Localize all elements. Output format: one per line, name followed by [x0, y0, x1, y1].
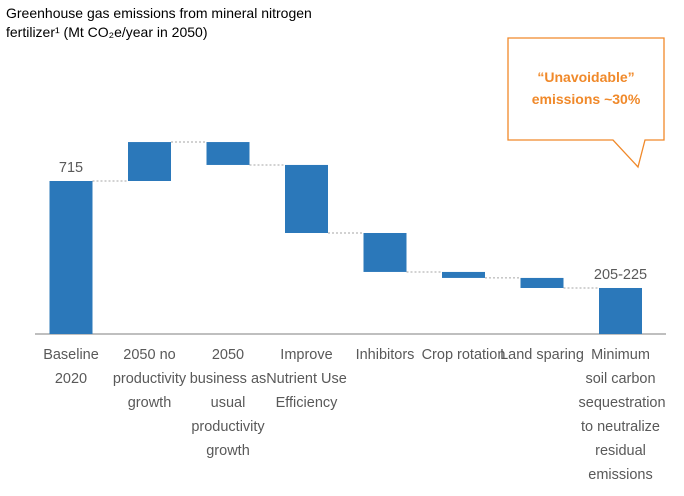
x-tick-label: Land sparing [500, 347, 584, 363]
bar [599, 287, 642, 334]
bar [206, 142, 250, 165]
x-tick-label: Crop rotation [421, 347, 506, 363]
bar [520, 277, 564, 288]
x-tick-label: 2050 business as usual productivity grow… [189, 347, 267, 459]
x-tick-label: Minimum soil carbon sequestration to neu… [578, 347, 666, 483]
bar [363, 232, 407, 272]
x-tick-label: Inhibitors [355, 347, 415, 363]
callout-box [507, 37, 665, 169]
x-tick-label: Baseline 2020 [43, 347, 99, 387]
bar [49, 181, 93, 334]
x-tick-label: Improve Nutrient Use Efficiency [266, 347, 347, 411]
chart-title: Greenhouse gas emissions from mineral ni… [6, 5, 312, 40]
data-label: 205-225 [594, 267, 647, 283]
x-tick-label: 2050 no productivity growth [112, 347, 187, 411]
bar [442, 271, 485, 278]
bar [285, 164, 328, 233]
annotation: “Unavoidable” emissions ~30% [531, 69, 641, 107]
bar [128, 142, 171, 181]
data-label: 715 [59, 160, 83, 176]
